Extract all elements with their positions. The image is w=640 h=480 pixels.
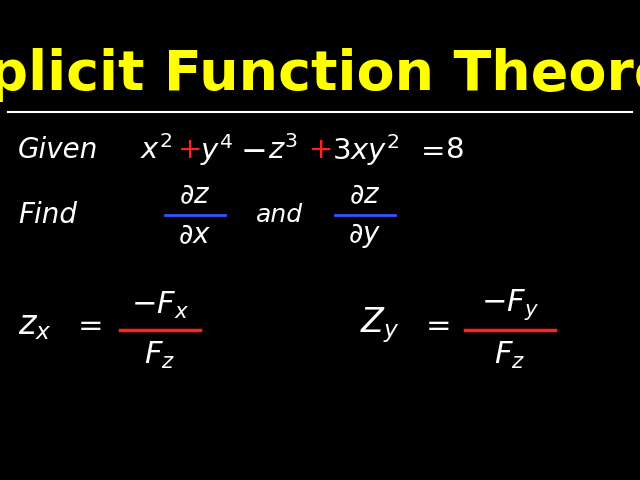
Text: $=$: $=$ bbox=[420, 311, 451, 339]
Text: Given: Given bbox=[18, 136, 99, 164]
Text: $z^3$: $z^3$ bbox=[268, 135, 298, 165]
Text: $\partial z$: $\partial z$ bbox=[179, 181, 211, 209]
Text: $Z_y$: $Z_y$ bbox=[360, 305, 400, 345]
Text: $3xy^2$: $3xy^2$ bbox=[332, 132, 399, 168]
Text: $+$: $+$ bbox=[177, 136, 200, 164]
Text: $\partial y$: $\partial y$ bbox=[348, 220, 381, 250]
Text: $F_z$: $F_z$ bbox=[495, 339, 525, 371]
Text: $F_z$: $F_z$ bbox=[145, 339, 175, 371]
Text: $\partial x$: $\partial x$ bbox=[179, 221, 211, 249]
Text: $8$: $8$ bbox=[445, 136, 463, 164]
Text: $=$: $=$ bbox=[415, 136, 444, 164]
Text: Find: Find bbox=[18, 201, 77, 229]
Text: $\partial z$: $\partial z$ bbox=[349, 181, 381, 209]
Text: Implicit Function Theorem: Implicit Function Theorem bbox=[0, 48, 640, 102]
Text: $-F_x$: $-F_x$ bbox=[131, 289, 189, 321]
Text: $=$: $=$ bbox=[72, 311, 102, 339]
Text: $y^4$: $y^4$ bbox=[200, 132, 233, 168]
Text: $-$: $-$ bbox=[240, 134, 266, 166]
Text: and: and bbox=[257, 203, 303, 227]
Text: $x^2$: $x^2$ bbox=[140, 135, 172, 165]
Text: $-F_y$: $-F_y$ bbox=[481, 288, 539, 323]
Text: $+$: $+$ bbox=[308, 136, 332, 164]
Text: $z_x$: $z_x$ bbox=[18, 309, 52, 341]
